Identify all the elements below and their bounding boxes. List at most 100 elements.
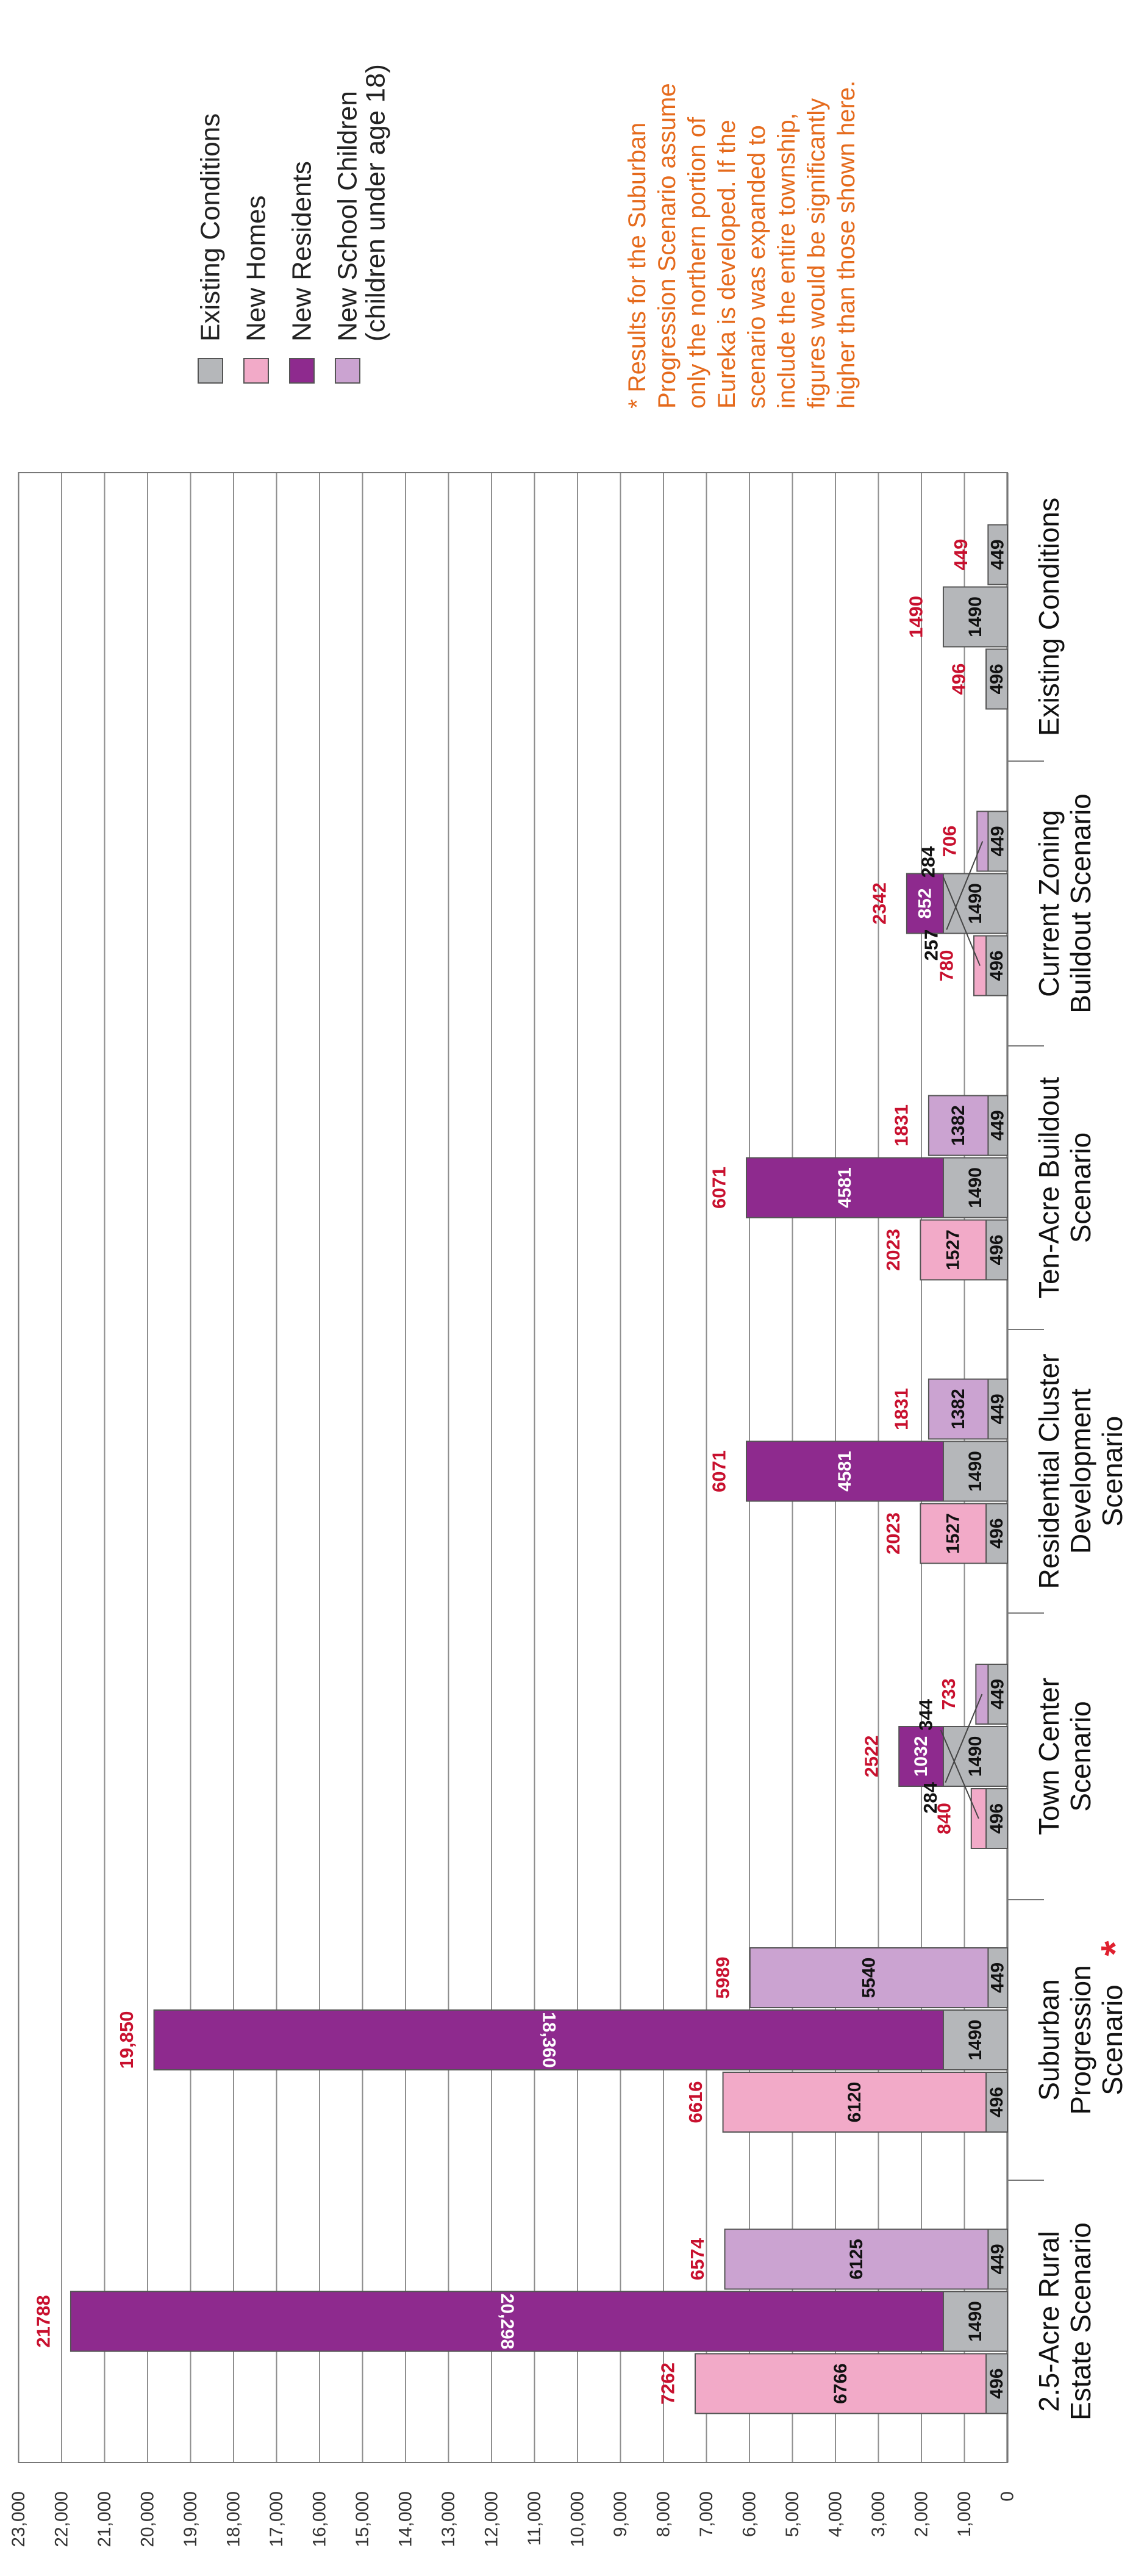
tick-label: 13,000	[438, 2491, 459, 2547]
bar-residents-value: 4581	[835, 1167, 855, 1208]
tick-label: 21,000	[95, 2491, 115, 2547]
tick-label: 22,000	[52, 2491, 72, 2547]
bar-total-label: 1831	[890, 1388, 912, 1430]
legend-label-homes: New Homes	[241, 195, 271, 342]
bar-total-label: 6574	[687, 2238, 708, 2280]
callout-line	[943, 877, 981, 966]
bar-existing-value: 449	[988, 826, 1008, 856]
footnote-line: scenario was expanded to	[743, 125, 770, 409]
category-label: Progression	[1065, 1965, 1096, 2114]
footnote-line: Eureka is developed. If the	[713, 120, 740, 409]
bar-total-label: 496	[948, 664, 970, 695]
bar-existing-value: 496	[987, 664, 1007, 694]
tick-label: 14,000	[396, 2491, 416, 2547]
bar-existing-value: 1490	[965, 1451, 985, 1492]
bar-existing	[987, 1095, 1008, 1156]
legend-swatch-homes	[243, 358, 269, 384]
bar-homes-value: 1527	[943, 1229, 963, 1270]
bar-existing-value: 496	[987, 1234, 1007, 1265]
bar-total-label: 1490	[905, 596, 926, 638]
bar-total-label: 780	[936, 950, 957, 982]
bar-residents-value: 20,298	[497, 2294, 517, 2350]
tick-label: 1,000	[954, 2491, 974, 2537]
callout-line	[940, 1730, 979, 1819]
category-label: Scenario	[1096, 1984, 1128, 2095]
bar-existing-value: 496	[987, 1803, 1007, 1834]
bar-residents-value: 4581	[835, 1451, 855, 1492]
bar-existing-value: 496	[987, 2368, 1007, 2399]
footnote-line: figures would be significantly	[803, 98, 830, 409]
tick-label: 8,000	[654, 2491, 674, 2537]
category-label: Scenario	[1065, 1132, 1096, 1243]
tick-label: 11,000	[524, 2491, 545, 2546]
bar-total-label: 2342	[868, 882, 890, 925]
legend-label-sub: (children under age 18)	[361, 64, 391, 342]
category-star: *	[1093, 1941, 1137, 1956]
tick-label: 6,000	[740, 2491, 760, 2537]
bar-residents	[745, 1440, 944, 1502]
category-label: Town Center	[1033, 1678, 1065, 1835]
bar-homes	[920, 1503, 987, 1564]
bar-existing	[987, 810, 1008, 872]
footnote-line: only the northern portion of	[684, 116, 710, 409]
category-label: Ten-Acre Buildout	[1033, 1077, 1065, 1298]
tick-label: 17,000	[266, 2491, 287, 2547]
bar-existing	[985, 2353, 1008, 2414]
bar-homes	[722, 2072, 987, 2133]
bar-homes-value: 284	[918, 846, 939, 878]
bar-existing-value: 496	[987, 950, 1007, 981]
bar-residents	[898, 1726, 944, 1787]
legend-label-children: New School Children	[333, 91, 363, 342]
bar-existing-value: 496	[987, 2087, 1007, 2117]
bar-existing	[942, 1726, 1008, 1787]
bar-homes	[920, 1219, 987, 1281]
tick-label: 19,000	[181, 2491, 201, 2547]
tick-label: 20,000	[138, 2491, 158, 2547]
bar-existing	[985, 935, 1008, 996]
bar-children-value: 6125	[846, 2239, 867, 2280]
legend-swatch-residents	[289, 358, 315, 384]
bar-total-label: 6071	[708, 1167, 729, 1209]
bar-children-value: 1382	[948, 1105, 968, 1146]
bar-children	[724, 2228, 989, 2290]
tick-label: 10,000	[568, 2491, 588, 2547]
bar-total-label: 19,850	[116, 2011, 137, 2069]
bar-total-label: 2023	[882, 1512, 904, 1555]
category-label: Current Zoning	[1033, 810, 1065, 997]
tick-label: 18,000	[224, 2491, 244, 2547]
bar-existing-value: 449	[988, 1962, 1008, 1993]
legend-label-existing: Existing Conditions	[196, 113, 226, 342]
bar-existing-value: 1490	[965, 2301, 985, 2342]
bar-homes-value: 6120	[845, 2082, 865, 2123]
bar-children-value: 284	[920, 1781, 941, 1813]
bar-total-label: 5989	[712, 1957, 733, 1999]
bar-existing-value: 449	[988, 539, 1008, 570]
bar-layer	[70, 524, 1008, 2414]
category-label: Residential Cluster	[1033, 1353, 1065, 1589]
bar-total-label: 2023	[882, 1229, 904, 1271]
tick-label: 4,000	[826, 2491, 846, 2537]
bar-total-label: 706	[939, 826, 960, 857]
bar-residents	[70, 2291, 944, 2352]
callout-line	[946, 841, 984, 930]
bar-children	[976, 810, 989, 872]
note-layer: * Results for the Suburban Progression Sc…	[624, 80, 860, 409]
bar-existing	[987, 524, 1008, 585]
bar-children-value: 5540	[859, 1958, 879, 1998]
bar-homes-value: 344	[915, 1698, 936, 1730]
bar-existing	[985, 648, 1008, 710]
bar-residents	[153, 2009, 944, 2070]
bar-total-label: 449	[950, 539, 971, 571]
bar-existing-value: 449	[988, 1679, 1008, 1709]
bar-total-label: 6616	[685, 2081, 706, 2123]
bar-residents-value: 1032	[911, 1736, 931, 1777]
legend-swatch-children	[335, 358, 360, 384]
tick-label: 0	[998, 2491, 1018, 2502]
category-label: Suburban	[1033, 1979, 1065, 2101]
bar-existing-value: 1490	[965, 2020, 985, 2061]
bar-total-label: 6071	[708, 1450, 729, 1492]
bar-residents-value: 18,360	[538, 2012, 559, 2068]
bar-existing	[985, 2072, 1008, 2133]
footnote-line: higher than those shown here.	[833, 80, 860, 409]
